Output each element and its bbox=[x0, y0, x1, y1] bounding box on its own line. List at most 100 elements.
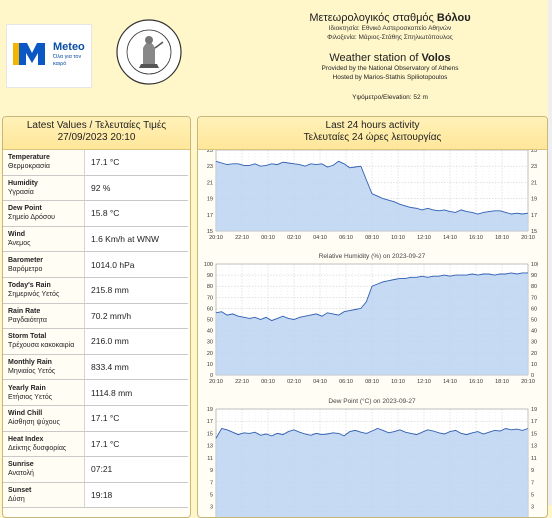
hosted-line: Hosted by Marios-Stathis Spiliotopoulos bbox=[240, 73, 540, 82]
row-label-en: Temperature bbox=[8, 154, 50, 161]
y-tick-label-left: 3 bbox=[210, 505, 213, 511]
x-tick-label: 12:10 bbox=[417, 379, 431, 385]
x-tick-label: 04:10 bbox=[313, 379, 327, 385]
activity-panel: Last 24 hours activity Τελευταίες 24 ώρε… bbox=[197, 116, 548, 518]
y-tick-label-right: 10 bbox=[531, 362, 537, 368]
row-value: 216.0 mm bbox=[85, 329, 189, 355]
meteo-logo[interactable]: Meteo Όλα για τον καιρό bbox=[6, 24, 92, 88]
x-tick-label: 20:10 bbox=[209, 235, 223, 241]
row-value: 92 % bbox=[85, 175, 189, 201]
y-tick-label-right: 11 bbox=[531, 456, 537, 462]
elevation-line: Υψόμετρο/Elevation: 52 m bbox=[240, 94, 540, 101]
row-label-en: Storm Total bbox=[8, 333, 46, 340]
page-title: Weather station of Volos bbox=[240, 52, 540, 64]
row-label-gr: Θερμοκρασία bbox=[8, 162, 84, 171]
y-tick-label-right: 0 bbox=[531, 373, 534, 379]
row-label-gr: Δείκτης δυσφορίας bbox=[8, 444, 84, 453]
x-tick-label: 22:10 bbox=[235, 235, 249, 241]
row-label-gr: Βαρόμετρο bbox=[8, 265, 84, 274]
row-label-en: Barometer bbox=[8, 257, 43, 264]
x-tick-label: 20:10 bbox=[209, 379, 223, 385]
row-value: 833.4 mm bbox=[85, 354, 189, 380]
x-tick-label: 00:10 bbox=[261, 379, 275, 385]
y-tick-label-right: 9 bbox=[531, 468, 534, 474]
y-tick-label-left: 17 bbox=[207, 419, 213, 425]
row-value: 1114.8 mm bbox=[85, 380, 189, 406]
y-tick-label-left: 25 bbox=[207, 150, 213, 154]
y-tick-label-left: 50 bbox=[207, 318, 213, 324]
row-value: 19:18 bbox=[85, 482, 189, 508]
x-tick-label: 16:10 bbox=[469, 379, 483, 385]
x-tick-label: 10:10 bbox=[391, 379, 405, 385]
x-tick-label: 02:10 bbox=[287, 235, 301, 241]
y-tick-label-left: 70 bbox=[207, 295, 213, 301]
chart-title: Relative Humidity (%) on 2023-09-27 bbox=[319, 253, 426, 260]
x-tick-label: 18:10 bbox=[495, 379, 509, 385]
y-tick-label-left: 0 bbox=[210, 373, 213, 379]
y-tick-label-right: 21 bbox=[531, 180, 537, 186]
meteo-logo-tagline: Όλα για τον καιρό bbox=[53, 54, 89, 68]
station-city-gr: Βόλου bbox=[437, 12, 471, 24]
x-tick-label: 08:10 bbox=[365, 235, 379, 241]
page-scrollbar[interactable] bbox=[548, 0, 552, 505]
station-prefix: Μετεωρολογικός σταθμός bbox=[309, 12, 437, 24]
x-tick-label: 12:10 bbox=[417, 235, 431, 241]
row-label-en: Sunrise bbox=[8, 461, 34, 468]
y-tick-label-right: 19 bbox=[531, 197, 537, 203]
chart-1: Relative Humidity (%) on 2023-09-27 20:10… bbox=[198, 250, 538, 386]
y-tick-label-right: 3 bbox=[531, 505, 534, 511]
y-tick-label-right: 80 bbox=[531, 284, 537, 290]
row-label-en: Today's Rain bbox=[8, 282, 51, 289]
y-tick-label-right: 50 bbox=[531, 318, 537, 324]
x-tick-label: 14:10 bbox=[443, 235, 457, 241]
host-line: Φιλοξενία: Μάριος-Στάθης Σπηλιωτόπουλος bbox=[240, 33, 540, 42]
observatory-seal-icon[interactable] bbox=[115, 18, 183, 86]
latest-values-title: Latest Values / Τελευταίες Τιμές bbox=[3, 120, 190, 132]
row-label-gr: Αίσθηση ψύχους bbox=[8, 418, 84, 427]
y-tick-label-right: 13 bbox=[531, 444, 537, 450]
y-tick-label-left: 80 bbox=[207, 284, 213, 290]
y-tick-label-right: 15 bbox=[531, 431, 537, 437]
y-tick-label-right: 23 bbox=[531, 164, 537, 170]
y-tick-label-right: 17 bbox=[531, 419, 537, 425]
activity-title-gr: Τελευταίες 24 ώρες λειτουργίας bbox=[198, 132, 547, 144]
y-tick-label-right: 7 bbox=[531, 480, 534, 486]
y-tick-label-left: 20 bbox=[207, 351, 213, 357]
meteo-logo-word: Meteo bbox=[53, 41, 85, 53]
provided-line: Provided by the National Observatory of … bbox=[240, 64, 540, 73]
row-value: 215.8 mm bbox=[85, 277, 189, 303]
meteo-m-icon bbox=[13, 39, 51, 69]
title-prefix: Weather station of bbox=[329, 52, 421, 64]
activity-heading: Last 24 hours activity Τελευταίες 24 ώρε… bbox=[198, 117, 547, 150]
y-tick-label-left: 21 bbox=[207, 180, 213, 186]
row-label-en: Sunset bbox=[8, 487, 31, 494]
y-tick-label-right: 90 bbox=[531, 273, 537, 279]
y-tick-label-right: 19 bbox=[531, 407, 537, 413]
y-tick-label-left: 13 bbox=[207, 444, 213, 450]
y-tick-label-right: 40 bbox=[531, 329, 537, 335]
latest-values-timestamp: 27/09/2023 20:10 bbox=[3, 132, 190, 144]
y-tick-label-left: 15 bbox=[207, 431, 213, 437]
y-tick-label-left: 30 bbox=[207, 340, 213, 346]
y-tick-label-left: 19 bbox=[207, 197, 213, 203]
latest-values-heading: Latest Values / Τελευταίες Τιμές 27/09/2… bbox=[3, 117, 190, 150]
station-name-gr: Μετεωρολογικός σταθμός Βόλου bbox=[240, 12, 540, 24]
row-label-en: Wind bbox=[8, 231, 25, 238]
x-tick-label: 22:10 bbox=[235, 379, 249, 385]
x-tick-label: 18:10 bbox=[495, 235, 509, 241]
